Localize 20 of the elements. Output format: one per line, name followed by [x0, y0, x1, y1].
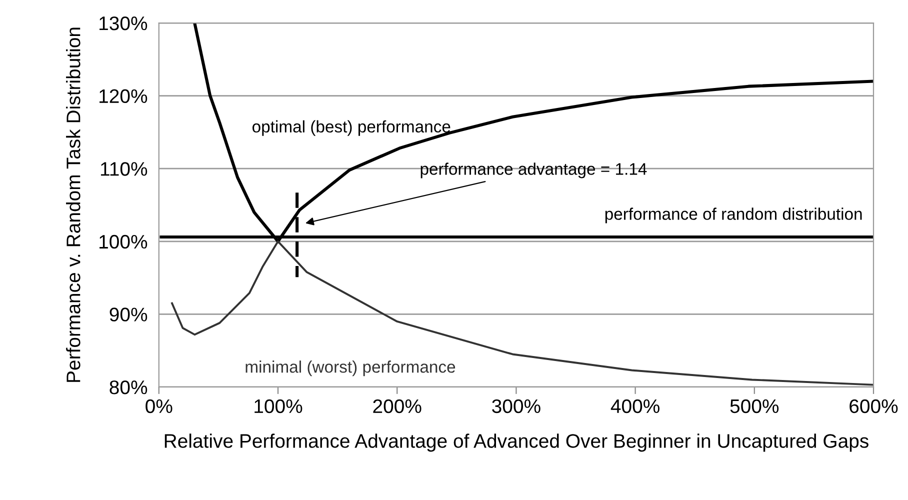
x-tick-label: 400% — [610, 399, 660, 414]
y-axis-title: Performance v. Random Task Distribution — [66, 28, 80, 382]
x-tick-label: 0% — [146, 399, 172, 414]
x-tick-label: 200% — [373, 399, 422, 414]
y-tick-label: 110% — [100, 162, 148, 176]
y-tick-label: 80% — [110, 380, 148, 394]
annotation: performance advantage = 1.14 — [420, 162, 647, 178]
y-tick-label: 100% — [100, 234, 148, 249]
line-series — [171, 240, 874, 386]
series-label: minimal (worst) performance — [246, 360, 456, 376]
series-label: performance of random distribution — [605, 208, 862, 224]
y-tick-label: 120% — [100, 89, 148, 104]
x-axis-title: Relative Performance Advantage of Advanced Over Beginner in Uncaptured Gaps — [164, 434, 868, 452]
y-tick-label: 130% — [100, 16, 148, 30]
series-label: optimal (best) performance — [252, 120, 450, 136]
y-tick-label: 90% — [110, 308, 148, 322]
x-tick-label: 600% — [850, 399, 898, 414]
x-tick-label: 100% — [254, 399, 302, 414]
x-tick-label: 300% — [492, 399, 540, 414]
x-tick-label: 500% — [730, 399, 779, 414]
